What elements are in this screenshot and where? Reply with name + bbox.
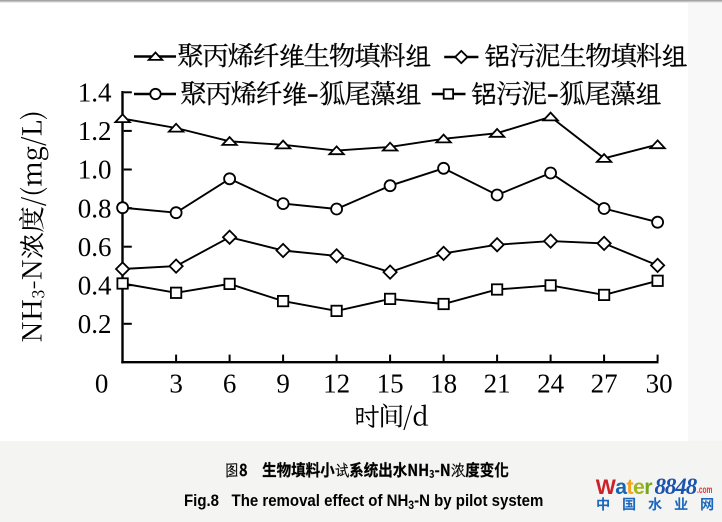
svg-text:18: 18 [430,368,457,398]
svg-text:0.6: 0.6 [78,232,112,262]
svg-text:24: 24 [537,368,565,398]
svg-text:Water: Water [596,475,652,499]
svg-text:12: 12 [323,368,350,398]
svg-text:1.2: 1.2 [78,116,112,146]
svg-text:Fig.8 The removal effect of: Fig.8 The removal effect of NH3-N by pil… [184,492,543,512]
svg-text:21: 21 [484,368,511,398]
svg-text:1.0: 1.0 [78,155,112,185]
svg-text:8848: 8848 [655,474,698,499]
svg-text:0.2: 0.2 [78,309,112,339]
svg-text:0.4: 0.4 [78,270,112,300]
svg-text:0: 0 [95,368,109,398]
svg-text:.com: .com [697,483,712,495]
svg-text:15: 15 [377,368,404,398]
svg-text:0.8: 0.8 [78,193,112,223]
svg-text:30: 30 [646,368,673,398]
svg-text:27: 27 [591,368,618,398]
svg-text:1.4: 1.4 [78,78,112,108]
svg-text:3: 3 [169,368,183,398]
svg-text:6: 6 [223,368,237,398]
svg-text:9: 9 [276,368,290,398]
